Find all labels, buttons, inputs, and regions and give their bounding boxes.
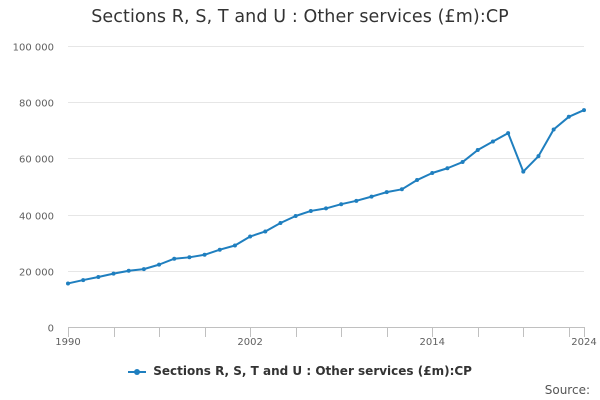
data-point [506, 131, 511, 136]
data-point [384, 190, 389, 195]
x-tick-label: 1990 [55, 337, 80, 348]
data-point [582, 108, 586, 113]
y-tick-label: 20 000 [19, 268, 54, 279]
data-point [217, 247, 222, 252]
y-tick-label: 0 [48, 324, 54, 335]
data-point [445, 166, 450, 171]
data-point [111, 271, 116, 276]
data-point [96, 274, 101, 279]
source-label: Source: [544, 383, 590, 397]
y-tick-label: 40 000 [19, 212, 54, 223]
data-point [415, 178, 420, 183]
chart-title: Sections R, S, T and U : Other services … [91, 7, 509, 27]
data-point [369, 194, 374, 199]
data-point [141, 267, 146, 272]
data-point [324, 206, 328, 211]
data-point [475, 147, 480, 152]
x-tick-label: 2014 [420, 337, 445, 348]
legend-swatch [128, 367, 147, 377]
x-tick-label: 2024 [571, 337, 596, 348]
data-point [202, 252, 207, 257]
y-tick-label: 100 000 [13, 43, 54, 54]
data-point [490, 139, 495, 144]
data-point [157, 262, 162, 267]
data-point [172, 256, 177, 261]
data-point [399, 187, 404, 192]
y-axis: 0 20 000 40 000 60 000 80 000 100 000 [13, 43, 54, 335]
data-point [430, 171, 435, 176]
data-point [460, 160, 465, 165]
x-axis: 1990 2002 2014 2024 [55, 327, 597, 348]
series-layer [66, 108, 586, 286]
data-point [354, 198, 359, 203]
data-point [293, 214, 298, 219]
data-point [81, 278, 86, 283]
data-point [566, 114, 571, 119]
data-point [66, 281, 70, 286]
data-point [187, 255, 192, 260]
gridlines [68, 46, 584, 272]
data-point [126, 268, 131, 273]
y-tick-label: 80 000 [19, 99, 54, 110]
y-tick-label: 60 000 [19, 155, 54, 166]
data-point [536, 154, 541, 159]
data-point [339, 202, 344, 207]
line-chart: 0 20 000 40 000 60 000 80 000 100 000 1990 200… [13, 43, 597, 349]
data-point [308, 208, 313, 213]
data-point [551, 127, 556, 132]
data-point [263, 229, 268, 234]
data-point [521, 169, 526, 174]
data-point [232, 243, 237, 248]
data-point [278, 221, 283, 226]
legend[interactable]: Sections R, S, T and U : Other services … [0, 364, 600, 378]
data-point [248, 234, 253, 239]
legend-label: Sections R, S, T and U : Other services … [153, 364, 472, 378]
series-line [67, 109, 585, 285]
x-tick-label: 2002 [237, 337, 262, 348]
